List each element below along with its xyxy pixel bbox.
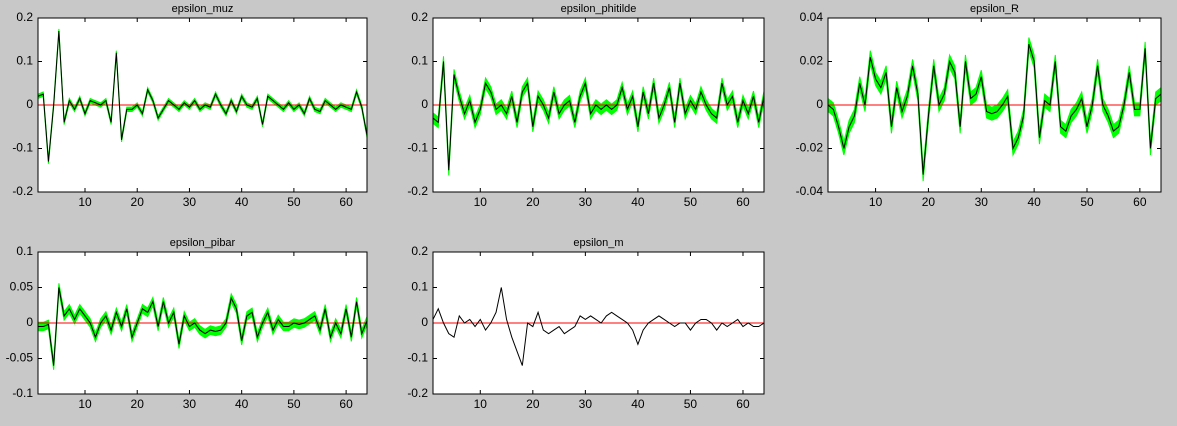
y-tick-label: 0 — [816, 97, 823, 111]
confidence-band — [38, 283, 367, 370]
y-tick-label: 0 — [421, 97, 428, 111]
x-tick-label: 60 — [339, 397, 353, 411]
axes-frame — [37, 17, 368, 193]
x-tick-label: 50 — [1080, 195, 1094, 209]
y-tick-label: 0.2 — [411, 244, 428, 258]
x-tick-label: 10 — [474, 195, 488, 209]
y-tick-label: 0.2 — [411, 10, 428, 24]
y-tick-label: 0.1 — [411, 280, 428, 294]
y-tick-label: 0.1 — [16, 54, 33, 68]
x-tick-label: 50 — [684, 195, 698, 209]
y-tick-label: 0.1 — [411, 54, 428, 68]
x-tick-label: 30 — [183, 397, 197, 411]
y-tick-label: 0.04 — [800, 10, 824, 24]
x-tick-label: 40 — [631, 397, 645, 411]
x-tick-label: 10 — [78, 397, 92, 411]
x-tick-label: 20 — [526, 397, 540, 411]
data-line — [828, 43, 1161, 175]
y-tick-label: -0.04 — [796, 184, 824, 198]
y-tick-label: -0.1 — [407, 141, 428, 155]
data-line — [433, 61, 764, 171]
x-tick-label: 20 — [131, 195, 145, 209]
x-tick-label: 20 — [131, 397, 145, 411]
axes-frame — [432, 17, 765, 193]
x-tick-label: 40 — [235, 195, 249, 209]
y-tick-label: -0.2 — [12, 184, 33, 198]
axes-frame — [432, 251, 765, 395]
y-tick-label: -0.02 — [796, 141, 824, 155]
x-tick-label: 60 — [736, 397, 750, 411]
chart-title: epsilon_m — [573, 237, 623, 249]
y-tick-label: 0.1 — [16, 244, 33, 258]
x-tick-label: 40 — [631, 195, 645, 209]
x-tick-label: 40 — [1027, 195, 1041, 209]
y-tick-label: -0.1 — [12, 386, 33, 400]
x-tick-label: 10 — [78, 195, 92, 209]
chart-title: epsilon_muz — [172, 3, 234, 15]
y-tick-label: 0.2 — [16, 10, 33, 24]
y-tick-label: 0 — [421, 315, 428, 329]
chart-title: epsilon_R — [970, 3, 1019, 15]
y-tick-label: -0.1 — [407, 351, 428, 365]
x-tick-label: 50 — [287, 195, 301, 209]
x-tick-label: 30 — [579, 195, 593, 209]
x-tick-label: 60 — [339, 195, 353, 209]
x-tick-label: 60 — [1133, 195, 1147, 209]
chart-title: epsilon_phitilde — [561, 3, 637, 15]
y-tick-label: -0.2 — [407, 386, 428, 400]
y-tick-label: -0.1 — [12, 141, 33, 155]
x-tick-label: 60 — [736, 195, 750, 209]
data-line — [38, 287, 367, 366]
x-tick-label: 30 — [183, 195, 197, 209]
axes-frame — [827, 17, 1162, 193]
y-tick-label: -0.05 — [6, 351, 34, 365]
x-tick-label: 10 — [869, 195, 883, 209]
confidence-band — [433, 56, 764, 176]
x-tick-label: 50 — [684, 397, 698, 411]
x-tick-label: 30 — [975, 195, 989, 209]
y-tick-label: 0 — [26, 315, 33, 329]
x-tick-label: 10 — [474, 397, 488, 411]
data-line — [433, 287, 764, 366]
axes-frame — [37, 251, 368, 395]
x-tick-label: 40 — [235, 397, 249, 411]
y-tick-label: 0.02 — [800, 54, 824, 68]
x-tick-label: 30 — [579, 397, 593, 411]
y-tick-label: 0.05 — [10, 280, 34, 294]
x-tick-label: 50 — [287, 397, 301, 411]
y-tick-label: 0 — [26, 97, 33, 111]
x-tick-label: 20 — [922, 195, 936, 209]
y-tick-label: -0.2 — [407, 184, 428, 198]
chart-title: epsilon_pibar — [170, 237, 236, 249]
data-line — [38, 31, 367, 162]
x-tick-label: 20 — [526, 195, 540, 209]
